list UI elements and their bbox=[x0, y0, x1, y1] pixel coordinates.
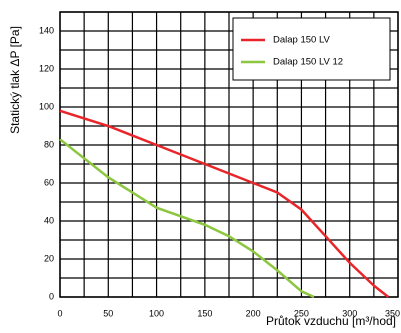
y-tick-label: 100 bbox=[39, 101, 54, 111]
x-tick-label: 350 bbox=[385, 308, 400, 318]
x-axis-label: Průtok vzduchu [m³/hod] bbox=[266, 314, 396, 328]
x-tick-label: 50 bbox=[103, 308, 113, 318]
y-tick-label: 0 bbox=[49, 291, 54, 301]
y-tick-label: 120 bbox=[39, 63, 54, 73]
y-tick-label: 80 bbox=[44, 139, 54, 149]
series-line bbox=[59, 138, 315, 299]
x-tick-label: 0 bbox=[57, 308, 62, 318]
y-tick-label: 60 bbox=[44, 177, 54, 187]
y-tick-label: 40 bbox=[44, 215, 54, 225]
legend-label: Dalap 150 LV 12 bbox=[273, 57, 343, 68]
x-tick-label: 300 bbox=[342, 308, 357, 318]
x-tick-label: 100 bbox=[149, 308, 164, 318]
x-tick-label: 200 bbox=[246, 308, 261, 318]
legend-box bbox=[232, 17, 391, 81]
y-tick-label: 140 bbox=[39, 25, 54, 35]
x-tick-label: 150 bbox=[197, 308, 212, 318]
legend-label: Dalap 150 LV bbox=[273, 35, 331, 46]
x-tick-label: 250 bbox=[294, 308, 309, 318]
y-axis-label: Statický tlak ΔP [Pa] bbox=[8, 26, 22, 134]
y-tick-label: 20 bbox=[44, 253, 54, 263]
series-line bbox=[59, 109, 390, 298]
